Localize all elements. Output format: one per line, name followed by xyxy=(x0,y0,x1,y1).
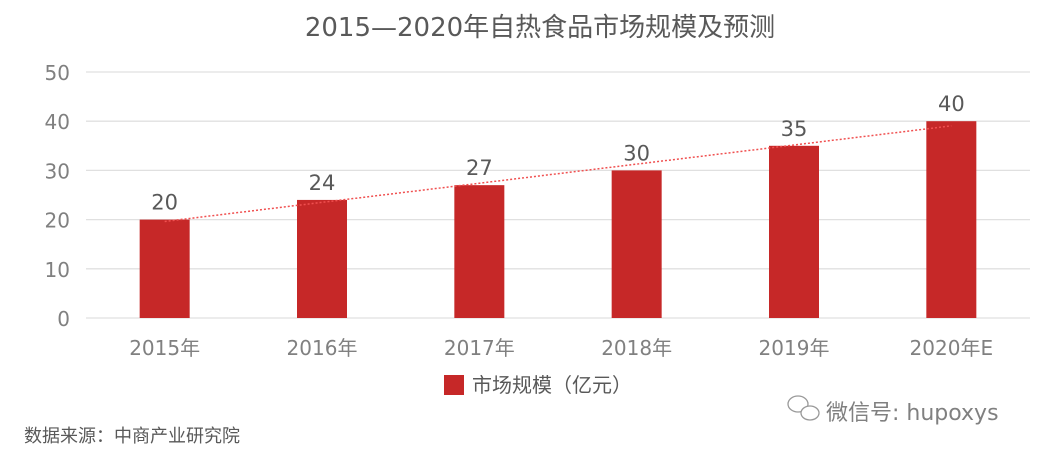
data-label: 27 xyxy=(466,156,493,180)
x-tick-label: 2015年 xyxy=(129,336,200,360)
bar xyxy=(611,170,662,318)
data-label: 24 xyxy=(309,171,336,195)
chart-title: 2015—2020年自热食品市场规模及预测 xyxy=(305,13,775,43)
bar xyxy=(454,185,505,318)
bar xyxy=(139,219,190,318)
y-tick-label: 20 xyxy=(45,209,70,233)
x-tick-label: 2019年 xyxy=(759,336,830,360)
data-label: 40 xyxy=(938,92,965,116)
y-tick-label: 0 xyxy=(57,307,70,331)
source-note: 数据来源：中商产业研究院 xyxy=(24,426,240,447)
y-tick-label: 30 xyxy=(45,159,70,183)
trendline xyxy=(164,125,952,223)
bar xyxy=(926,121,977,318)
legend-label: 市场规模（亿元） xyxy=(472,373,632,397)
data-label: 20 xyxy=(151,191,178,215)
data-label: 30 xyxy=(623,141,650,165)
watermark: 微信号: hupoxys xyxy=(826,401,999,426)
x-tick-label: 2020年E xyxy=(910,336,994,360)
bar xyxy=(297,199,347,318)
legend: 市场规模（亿元） xyxy=(444,373,632,397)
x-tick-label: 2018年 xyxy=(601,336,672,360)
y-tick-label: 50 xyxy=(45,61,70,85)
y-tick-label: 40 xyxy=(45,110,70,134)
legend-swatch xyxy=(444,375,464,395)
x-tick-label: 2016年 xyxy=(287,336,358,360)
y-tick-label: 10 xyxy=(45,258,70,282)
bar xyxy=(769,145,819,318)
x-tick-label: 2017年 xyxy=(444,336,515,360)
data-label: 35 xyxy=(781,117,808,141)
wechat-icon xyxy=(787,395,820,421)
